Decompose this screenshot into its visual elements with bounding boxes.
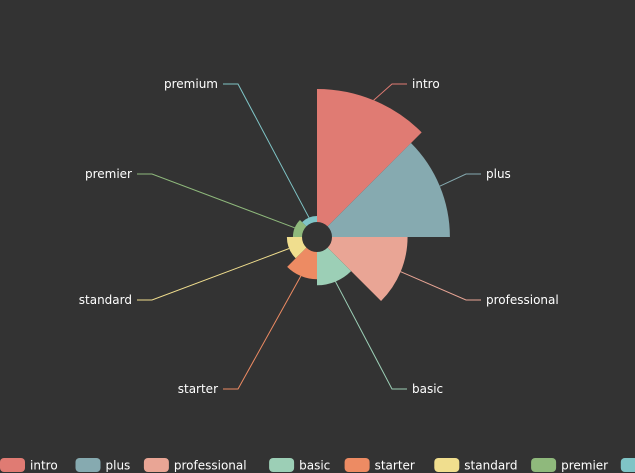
legend-item-premier[interactable]: premier <box>531 458 608 473</box>
legend-label: basic <box>299 459 330 473</box>
legend-item-starter[interactable]: starter <box>344 458 415 473</box>
legend-swatch <box>344 458 370 472</box>
slice-label-premier: premier <box>85 167 132 181</box>
leader-line-premium <box>223 83 310 218</box>
slice-label-professional: professional <box>486 293 559 307</box>
legend-label: professional <box>174 459 247 473</box>
legend-swatch <box>531 458 557 472</box>
legend-swatch <box>143 458 169 472</box>
rose-sector-basic[interactable] <box>317 247 352 286</box>
legend-swatch <box>620 458 635 472</box>
rose-sector-premium[interactable] <box>302 215 317 227</box>
legend-swatch <box>269 458 295 472</box>
legend-label: starter <box>375 459 415 473</box>
leader-line-premier <box>137 173 295 229</box>
slice-label-premium: premium <box>164 77 218 91</box>
leader-line-basic <box>335 281 407 390</box>
slice-labels: intro plus professional basic starter standar… <box>79 77 559 396</box>
rose-sector-premier[interactable] <box>292 219 307 237</box>
legend-item-intro[interactable]: intro <box>0 458 58 473</box>
rose-sector-starter[interactable] <box>287 247 317 280</box>
slice-label-standard: standard <box>79 293 132 307</box>
slice-label-basic: basic <box>412 382 443 396</box>
label-leader-lines <box>137 83 481 390</box>
legend-label: standard <box>464 459 517 473</box>
leader-line-professional <box>400 271 481 301</box>
leader-line-plus <box>439 173 481 187</box>
legend-item-plus[interactable]: plus <box>75 458 131 473</box>
rose-sectors <box>286 89 450 302</box>
rose-sector-intro[interactable] <box>317 89 422 227</box>
legend-swatch <box>434 458 460 472</box>
legend-swatch <box>75 458 101 472</box>
legend-swatch <box>0 458 25 472</box>
legend-item-standard[interactable]: standard <box>434 458 518 473</box>
slice-label-plus: plus <box>486 167 511 181</box>
slice-label-intro: intro <box>412 77 440 91</box>
slice-label-starter: starter <box>178 382 218 396</box>
legend-label: premier <box>561 459 608 473</box>
leader-line-starter <box>223 275 302 390</box>
legend-item-premium[interactable]: premium <box>620 458 635 473</box>
legend[interactable]: intro plus professional basic starter standar… <box>0 458 635 473</box>
legend-label: plus <box>106 459 131 473</box>
rose-sector-plus[interactable] <box>327 143 450 237</box>
legend-item-basic[interactable]: basic <box>269 458 330 473</box>
leader-line-intro <box>373 83 407 101</box>
rose-sector-professional[interactable] <box>327 237 408 302</box>
legend-item-professional[interactable]: professional <box>143 458 247 473</box>
leader-line-standard <box>137 248 290 301</box>
rose-sector-standard[interactable] <box>286 237 307 259</box>
legend-label: intro <box>30 459 58 473</box>
